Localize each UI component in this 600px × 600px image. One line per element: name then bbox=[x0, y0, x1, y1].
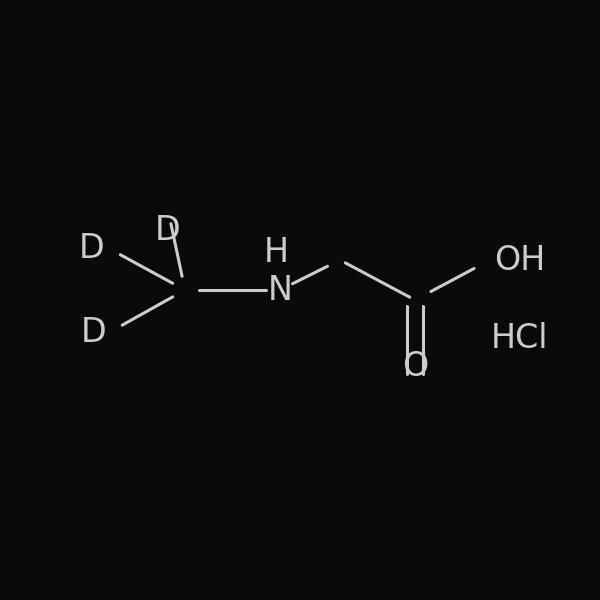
Text: D: D bbox=[155, 214, 181, 247]
Text: N: N bbox=[268, 274, 293, 307]
Text: OH: OH bbox=[494, 244, 545, 277]
Text: D: D bbox=[78, 232, 104, 265]
Text: HCl: HCl bbox=[491, 322, 549, 355]
Text: H: H bbox=[263, 235, 289, 269]
Text: D: D bbox=[80, 316, 106, 349]
Text: O: O bbox=[402, 349, 428, 383]
